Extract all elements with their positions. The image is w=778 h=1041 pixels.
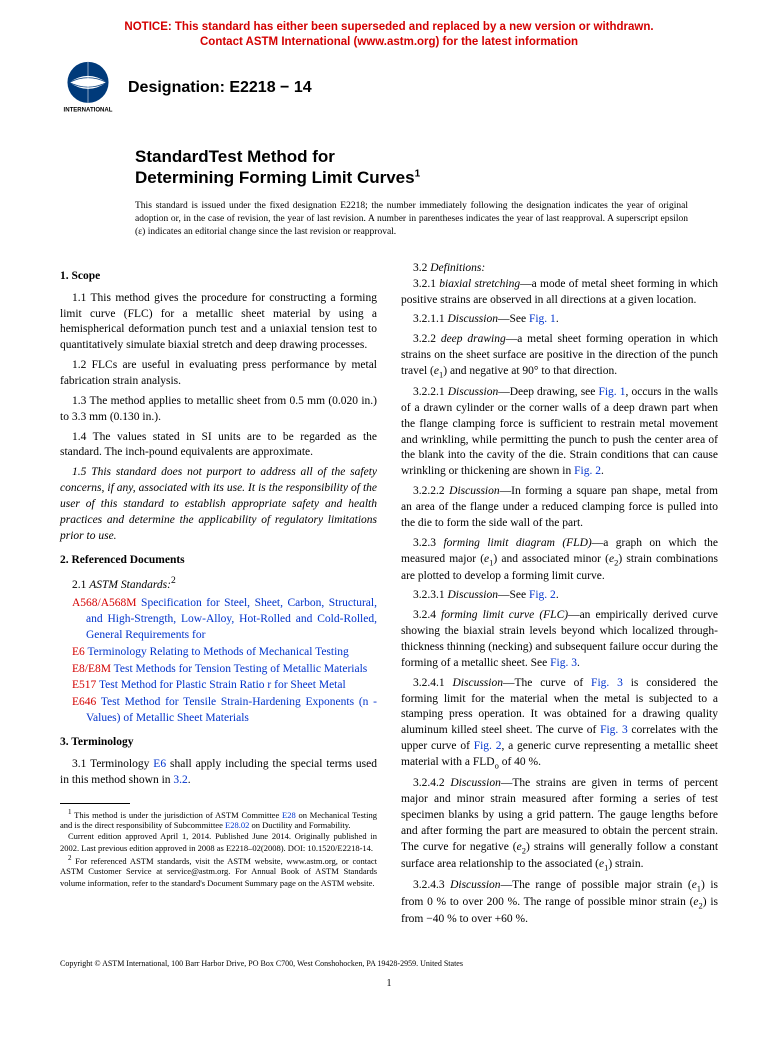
footnote-1: 1 This method is under the jurisdiction … (60, 808, 377, 832)
notice-line-2: Contact ASTM International (www.astm.org… (200, 36, 578, 48)
ref-code: E8/E8M (72, 663, 111, 675)
ref-e517[interactable]: E517 Test Method for Plastic Strain Rati… (72, 678, 377, 694)
two-column-layout: 1. Scope 1.1 This method gives the proce… (60, 261, 718, 932)
para-3-2-3-1: 3.2.3.1 Discussion—See Fig. 2. (401, 588, 718, 604)
astm-logo: INTERNATIONAL (60, 60, 116, 116)
logo-text: INTERNATIONAL (64, 107, 113, 113)
link-fig3[interactable]: Fig. 3 (550, 657, 577, 669)
document-page: NOTICE: This standard has either been su… (0, 0, 778, 1029)
para-3-2-2-1: 3.2.2.1 Discussion—Deep drawing, see Fig… (401, 385, 718, 480)
link-e28-02[interactable]: E28.02 (225, 820, 249, 830)
title-footnote-ref: 1 (415, 168, 421, 179)
para-3-2-2-2: 3.2.2.2 Discussion—In forming a square p… (401, 484, 718, 532)
ref-a568[interactable]: A568/A568M Specification for Steel, Shee… (72, 596, 377, 644)
para-3-2-1: 3.2.1 biaxial stretching—a mode of metal… (401, 277, 718, 309)
link-fig1[interactable]: Fig. 1 (529, 313, 556, 325)
ref-code: E646 (72, 696, 96, 708)
para-1-3: 1.3 The method applies to metallic sheet… (60, 394, 377, 426)
notice-line-1: NOTICE: This standard has either been su… (124, 21, 653, 33)
ref-sub-num: 2.1 (72, 579, 89, 591)
designation-text: Designation: E2218 − 14 (128, 79, 312, 97)
p31-a: 3.1 Terminology (72, 758, 153, 770)
p31-c: . (188, 774, 191, 786)
para-1-5-safety: 1.5 This standard does not purport to ad… (60, 465, 377, 544)
ref-code: A568/A568M (72, 597, 137, 609)
link-fig3b[interactable]: Fig. 3 (591, 677, 623, 689)
ref-sub-label: ASTM Standards: (89, 579, 171, 591)
terminology-heading: 3. Terminology (60, 735, 377, 751)
para-3-2-4-1: 3.2.4.1 Discussion—The curve of Fig. 3 i… (401, 676, 718, 772)
page-number: 1 (60, 978, 718, 989)
ref-text: Test Methods for Tension Testing of Meta… (111, 663, 367, 675)
para-1-2: 1.2 FLCs are useful in evaluating press … (60, 358, 377, 390)
title-block: StandardTest Method for Determining Form… (135, 146, 718, 189)
para-3-2-4: 3.2.4 forming limit curve (FLC)—an empir… (401, 608, 718, 671)
ref-text: Test Method for Plastic Strain Ratio r f… (96, 679, 345, 691)
ref-text: Test Method for Tensile Strain-Hardening… (86, 696, 377, 724)
ref-text: Terminology Relating to Methods of Mecha… (85, 646, 349, 658)
para-3-2-3: 3.2.3 forming limit diagram (FLD)—a grap… (401, 536, 718, 585)
para-3-2-1-1: 3.2.1.1 Discussion—See Fig. 1. (401, 312, 718, 328)
para-1-1: 1.1 This method gives the procedure for … (60, 291, 377, 354)
header-row: INTERNATIONAL Designation: E2218 − 14 (60, 60, 718, 116)
title-line-2: Determining Forming Limit Curves (135, 168, 415, 187)
para-3-1: 3.1 Terminology E6 shall apply including… (60, 757, 377, 789)
title-line-1: StandardTest Method for (135, 147, 335, 166)
footnote-rule (60, 803, 130, 804)
para-3-2-4-3: 3.2.4.3 Discussion—The range of possible… (401, 878, 718, 928)
ref-fn-sup: 2 (171, 575, 176, 586)
references-heading: 2. Referenced Documents (60, 553, 377, 569)
para-1-4: 1.4 The values stated in SI units are to… (60, 430, 377, 462)
link-fig2[interactable]: Fig. 2 (574, 465, 601, 477)
link-e28[interactable]: E28 (282, 809, 296, 819)
link-fig2b[interactable]: Fig. 2 (529, 589, 556, 601)
definitions-head: 3.2 Definitions: (401, 261, 718, 277)
ref-e8[interactable]: E8/E8M Test Methods for Tension Testing … (72, 662, 377, 678)
para-3-2-2: 3.2.2 deep drawing—a metal sheet forming… (401, 332, 718, 381)
ref-code: E6 (72, 646, 85, 658)
ref-e6[interactable]: E6 Terminology Relating to Methods of Me… (72, 645, 377, 661)
copyright-text: Copyright © ASTM International, 100 Barr… (60, 959, 718, 968)
ref-e646[interactable]: E646 Test Method for Tensile Strain-Hard… (72, 695, 377, 727)
fn1-a: This method is under the jurisdiction of… (72, 809, 282, 819)
link-3-2[interactable]: 3.2 (173, 774, 187, 786)
document-title: StandardTest Method for Determining Form… (135, 146, 718, 189)
link-fig2c[interactable]: Fig. 2 (474, 740, 502, 752)
para-3-2-4-2: 3.2.4.2 Discussion—The strains are given… (401, 776, 718, 873)
ref-code: E517 (72, 679, 96, 691)
def-head-text: 3.2 Definitions: (413, 262, 485, 274)
scope-heading: 1. Scope (60, 269, 377, 285)
ref-subhead: 2.1 ASTM Standards:2 (60, 574, 377, 594)
fn1-c: on Ductility and Formability. (249, 820, 350, 830)
link-fig3c[interactable]: Fig. 3 (600, 724, 628, 736)
footnote-1-cont: Current edition approved April 1, 2014. … (60, 831, 377, 853)
left-column: 1. Scope 1.1 This method gives the proce… (60, 261, 377, 932)
notice-banner: NOTICE: This standard has either been su… (60, 20, 718, 50)
footnote-2: 2 For referenced ASTM standards, visit t… (60, 854, 377, 889)
link-e6[interactable]: E6 (153, 758, 166, 770)
right-column: 3.2 Definitions: 3.2.1 biaxial stretchin… (401, 261, 718, 932)
issue-note: This standard is issued under the fixed … (135, 200, 688, 238)
fn2-text: For referenced ASTM standards, visit the… (60, 855, 377, 887)
link-fig1b[interactable]: Fig. 1 (598, 386, 625, 398)
